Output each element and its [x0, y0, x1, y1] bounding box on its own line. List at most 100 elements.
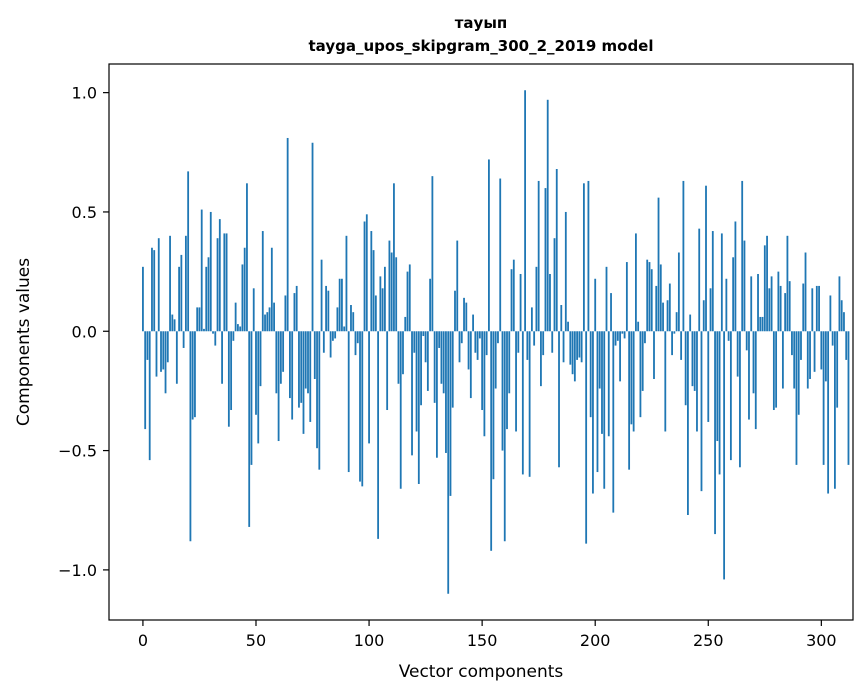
bar-component-139 — [456, 240, 459, 332]
bar-component-186 — [562, 331, 565, 363]
bar-component-74 — [309, 331, 312, 422]
bar-component-180 — [549, 273, 551, 332]
bar-component-179 — [546, 99, 549, 332]
bar-component-103 — [374, 295, 377, 332]
bar-component-286 — [788, 281, 791, 332]
bar-component-94 — [354, 331, 357, 356]
bar-component-285 — [786, 235, 789, 332]
bar-component-34 — [218, 219, 221, 332]
bar-component-18 — [182, 331, 185, 348]
bar-component-258 — [725, 278, 728, 332]
bar-component-100 — [368, 331, 370, 444]
bar-component-95 — [356, 331, 359, 344]
bar-component-209 — [614, 331, 617, 346]
bar-component-55 — [266, 312, 269, 332]
bar-component-220 — [639, 331, 642, 418]
bar-component-109 — [388, 240, 391, 332]
bar-component-143 — [465, 302, 468, 332]
bar-component-281 — [777, 271, 780, 332]
bar-component-267 — [745, 331, 748, 351]
bar-component-224 — [648, 262, 651, 332]
bar-component-296 — [811, 288, 814, 332]
bar-component-248 — [702, 300, 705, 332]
bar-component-123 — [420, 331, 422, 406]
bar-component-98 — [363, 221, 366, 332]
y-tick-label: 0.5 — [72, 203, 97, 222]
bar-component-157 — [497, 331, 499, 344]
bar-component-3 — [148, 331, 151, 461]
bar-component-282 — [779, 285, 782, 332]
bar-component-45 — [243, 247, 246, 332]
bar-component-57 — [270, 247, 273, 332]
bar-series — [142, 90, 850, 594]
x-tick-label: 200 — [580, 631, 611, 650]
chart-title-line-1: тауып — [455, 14, 508, 32]
bar-component-163 — [510, 269, 513, 332]
bar-component-227 — [655, 285, 658, 332]
x-tick-label: 150 — [467, 631, 498, 650]
bar-component-150 — [481, 331, 484, 411]
bar-component-10 — [164, 331, 167, 394]
bar-component-232 — [666, 300, 669, 332]
bar-component-0 — [142, 266, 144, 332]
bar-component-168 — [521, 331, 524, 475]
bar-component-27 — [203, 328, 205, 332]
bar-component-148 — [476, 331, 479, 360]
bar-component-231 — [664, 331, 667, 432]
bar-component-283 — [781, 331, 784, 389]
bar-component-233 — [668, 283, 671, 332]
bar-component-188 — [567, 321, 569, 332]
bar-component-155 — [492, 331, 495, 480]
bar-component-256 — [720, 233, 723, 332]
bar-component-70 — [300, 331, 303, 403]
bar-component-226 — [653, 331, 655, 379]
y-tick-label: 1.0 — [72, 84, 97, 103]
bar-component-120 — [413, 331, 416, 353]
bar-component-38 — [227, 331, 230, 427]
bar-component-154 — [490, 331, 493, 551]
bar-component-53 — [261, 231, 264, 332]
bar-component-242 — [689, 314, 692, 332]
bar-component-298 — [815, 285, 818, 332]
bar-component-236 — [675, 312, 678, 332]
plot-frame — [108, 63, 854, 621]
bar-component-178 — [544, 188, 547, 332]
bar-component-312 — [847, 331, 850, 465]
bar-component-22 — [191, 331, 194, 420]
bar-component-37 — [225, 233, 228, 332]
bar-component-47 — [248, 331, 251, 527]
bar-component-79 — [320, 259, 323, 332]
bar-component-251 — [709, 288, 712, 332]
bar-component-241 — [687, 331, 689, 515]
bar-component-299 — [818, 285, 820, 332]
bar-component-31 — [212, 331, 214, 334]
bar-component-93 — [352, 312, 355, 332]
y-axis-label: Components values — [14, 258, 34, 426]
bar-component-69 — [298, 331, 300, 408]
bar-component-307 — [836, 331, 839, 408]
bar-component-300 — [820, 331, 823, 370]
bar-component-270 — [752, 331, 755, 394]
bar-component-15 — [175, 331, 178, 384]
bar-component-111 — [393, 183, 395, 332]
bar-component-134 — [445, 331, 447, 453]
bar-component-170 — [526, 331, 529, 360]
bar-component-63 — [284, 295, 287, 332]
bar-component-218 — [635, 233, 637, 332]
bar-component-208 — [612, 331, 615, 513]
bar-component-272 — [757, 273, 759, 332]
bar-component-118 — [408, 264, 411, 332]
bar-component-254 — [716, 331, 719, 442]
bar-component-195 — [582, 183, 585, 332]
bar-component-152 — [485, 331, 488, 356]
y-tick-label: −0.5 — [58, 442, 97, 461]
bar-component-71 — [302, 331, 305, 434]
bar-component-304 — [829, 295, 832, 332]
bar-component-25 — [198, 307, 201, 332]
bar-component-107 — [383, 266, 386, 332]
bar-component-187 — [564, 211, 567, 332]
bar-component-138 — [454, 290, 456, 332]
bar-component-83 — [329, 331, 332, 358]
bar-component-301 — [822, 331, 825, 465]
bar-component-303 — [827, 331, 830, 494]
